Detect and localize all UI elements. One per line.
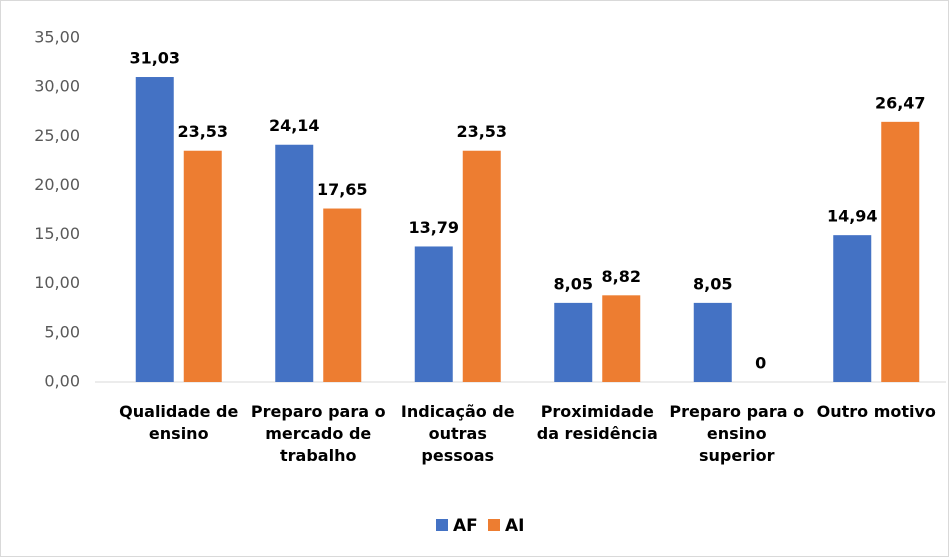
data-label: 13,79 [408,218,459,237]
x-tick-label: Proximidade da residência [536,402,658,443]
data-label: 23,53 [456,122,507,141]
data-label: 17,65 [317,180,368,199]
data-label: 0 [755,354,766,373]
legend-swatch [488,519,500,531]
y-tick-label: 15,00 [34,224,80,243]
x-tick-label: Preparo para o mercado de trabalho [250,402,386,465]
bar [462,150,501,382]
data-label: 31,03 [129,49,180,68]
bar [323,208,362,382]
y-tick-label: 20,00 [34,175,80,194]
data-label: 24,14 [269,116,320,135]
data-label: 8,05 [554,274,593,293]
data-label: 23,53 [177,122,228,141]
data-label: 26,47 [875,93,926,112]
x-tick-label: Indicação de outras pessoas [400,402,515,465]
legend-label: AI [505,516,524,536]
y-tick-label: 30,00 [34,77,80,96]
x-tick-label: Outro motivo [816,402,936,421]
legend-swatch [436,519,448,531]
bar [183,150,222,382]
y-tick-label: 10,00 [34,273,80,292]
bar [275,144,314,382]
bar [414,246,453,382]
data-label: 8,05 [693,274,732,293]
y-tick-label: 35,00 [34,28,80,47]
data-label: 8,82 [602,267,641,286]
y-tick-label: 0,00 [44,372,80,391]
data-label: 14,94 [827,207,878,226]
x-tick-label: Preparo para o ensino superior [669,402,805,465]
bar [135,77,174,382]
bar [881,121,920,383]
bar [554,302,593,382]
bar [602,295,641,382]
legend-label: AF [453,516,478,536]
bar [693,302,732,382]
y-tick-label: 5,00 [44,322,80,341]
x-tick-label: Qualidade de ensino [119,402,239,443]
bar [833,235,872,382]
y-tick-label: 25,00 [34,126,80,145]
